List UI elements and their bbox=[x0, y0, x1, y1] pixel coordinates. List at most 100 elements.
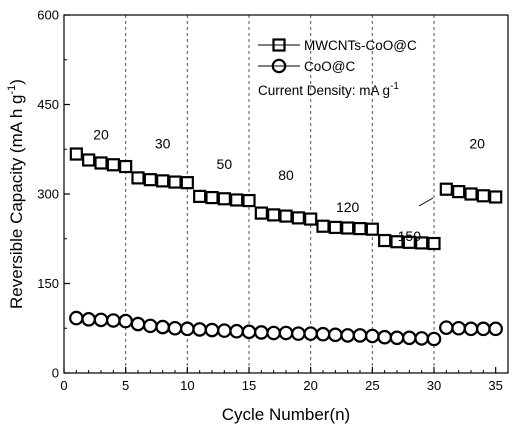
data-point-square bbox=[427, 236, 441, 251]
data-point-square bbox=[402, 235, 416, 249]
data-point-square bbox=[390, 235, 404, 249]
legend-label-coo: CoO@C bbox=[304, 59, 355, 74]
data-point-circle bbox=[93, 312, 109, 328]
data-point-square bbox=[378, 233, 392, 248]
data-point-square bbox=[180, 176, 194, 190]
data-point-square bbox=[279, 209, 293, 223]
data-point-square bbox=[143, 173, 157, 187]
data-point-circle bbox=[192, 322, 207, 337]
data-point-square bbox=[476, 189, 490, 203]
data-point-circle bbox=[377, 329, 392, 345]
data-point-circle bbox=[229, 323, 244, 339]
legend: MWCNTs-CoO@C CoO@C Current Density: mA g… bbox=[258, 38, 417, 98]
rate-boundary-lines bbox=[125, 15, 435, 373]
data-point-square bbox=[489, 190, 503, 204]
y-tick-label: 600 bbox=[37, 8, 59, 23]
data-point-circle bbox=[365, 328, 380, 344]
data-point-square bbox=[452, 185, 466, 199]
data-point-circle bbox=[402, 330, 417, 346]
x-tick-label: 25 bbox=[365, 378, 379, 393]
x-tick-label: 20 bbox=[303, 378, 317, 393]
data-point-square bbox=[131, 171, 145, 185]
data-point-circle bbox=[217, 323, 232, 338]
y-tick-label: 150 bbox=[37, 276, 59, 291]
data-point-square bbox=[365, 222, 379, 236]
data-point-circle bbox=[291, 326, 306, 341]
data-point-circle bbox=[426, 331, 442, 347]
current-density-text: Current Density: mA g bbox=[258, 83, 390, 98]
data-point-circle bbox=[204, 322, 220, 338]
y-axis-title: Reversible Capacity (mA h g-1) bbox=[6, 79, 26, 309]
data-point-square bbox=[106, 158, 120, 172]
data-point-circle bbox=[389, 330, 405, 346]
data-point-square bbox=[94, 156, 108, 170]
x-tick-label: 5 bbox=[122, 378, 129, 393]
data-point-circle bbox=[315, 326, 331, 342]
data-point-circle bbox=[254, 325, 269, 340]
data-point-circle bbox=[439, 320, 454, 335]
data-point-circle bbox=[241, 324, 257, 340]
data-point-circle bbox=[340, 328, 355, 343]
rate-label: 120 bbox=[336, 199, 360, 215]
data-point-square bbox=[439, 182, 453, 196]
data-point-circle bbox=[463, 321, 479, 337]
data-series bbox=[69, 147, 503, 347]
data-point-square bbox=[415, 236, 429, 250]
rate-label: 20 bbox=[469, 135, 485, 151]
data-point-circle bbox=[328, 327, 343, 343]
data-point-circle bbox=[69, 310, 84, 326]
y-tick-label: 0 bbox=[52, 366, 59, 381]
data-point-square bbox=[168, 175, 182, 189]
data-point-circle bbox=[451, 320, 466, 336]
data-point-circle bbox=[303, 326, 318, 341]
legend-marker-circle bbox=[271, 58, 287, 74]
data-point-square bbox=[304, 212, 318, 226]
data-point-circle bbox=[476, 321, 491, 337]
data-point-square bbox=[69, 147, 83, 161]
rate-label: 80 bbox=[278, 167, 294, 183]
rate-label: 50 bbox=[217, 156, 233, 172]
data-point-square bbox=[267, 208, 281, 222]
data-point-circle bbox=[266, 325, 281, 341]
data-point-square bbox=[217, 192, 231, 206]
y-axis-title-tail: ) bbox=[7, 79, 26, 85]
x-axis-title: Cycle Number(n) bbox=[222, 405, 350, 424]
y-axis-title-main: Reversible Capacity (mA h g bbox=[7, 94, 26, 308]
data-point-square bbox=[156, 174, 170, 188]
legend-label-mwcnts: MWCNTs-CoO@C bbox=[304, 38, 417, 53]
data-point-circle bbox=[278, 325, 294, 341]
data-point-circle bbox=[167, 320, 183, 336]
data-point-square bbox=[341, 221, 355, 235]
data-point-circle bbox=[118, 313, 133, 329]
data-point-circle bbox=[106, 313, 121, 328]
rate-label: 20 bbox=[93, 126, 109, 142]
data-point-square bbox=[242, 193, 256, 208]
rate-label: 30 bbox=[155, 135, 171, 151]
data-point-square bbox=[193, 189, 207, 203]
data-point-square bbox=[328, 220, 342, 235]
data-point-circle bbox=[130, 316, 146, 332]
data-point-circle bbox=[143, 318, 158, 334]
rate-labels: 20 30 50 80 120 150 20 bbox=[93, 126, 485, 243]
x-tick-label: 15 bbox=[242, 378, 256, 393]
x-tick-label: 10 bbox=[180, 378, 194, 393]
data-point-circle bbox=[352, 328, 368, 343]
legend-marker-square bbox=[272, 38, 286, 52]
data-point-square bbox=[316, 219, 330, 233]
data-point-circle bbox=[488, 321, 503, 337]
y-tick-label: 450 bbox=[37, 97, 59, 112]
data-point-square bbox=[353, 222, 367, 236]
rate-label-pointer bbox=[418, 197, 434, 207]
data-point-circle bbox=[155, 319, 170, 335]
data-point-square bbox=[464, 187, 478, 201]
data-point-square bbox=[205, 190, 219, 205]
data-point-circle bbox=[414, 331, 429, 346]
x-tick-label: 30 bbox=[427, 378, 441, 393]
data-point-square bbox=[230, 193, 244, 207]
rate-label: 150 bbox=[398, 228, 422, 244]
x-tick-label: 0 bbox=[60, 378, 67, 393]
data-point-square bbox=[119, 159, 133, 174]
y-axis-title-sup: -1 bbox=[6, 85, 18, 95]
data-point-circle bbox=[81, 311, 96, 327]
